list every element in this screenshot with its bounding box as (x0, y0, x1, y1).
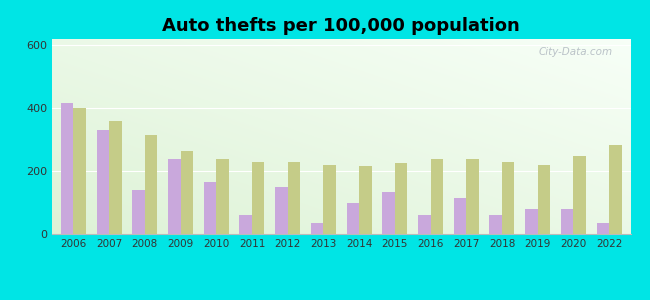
Bar (359, 167, 372, 234)
Bar (454, 198, 466, 234)
Bar (252, 162, 265, 234)
Bar (346, 202, 359, 234)
Bar (525, 209, 538, 234)
Bar (597, 223, 609, 234)
Title: Auto thefts per 100,000 population: Auto thefts per 100,000 population (162, 17, 520, 35)
Bar (489, 215, 502, 234)
Bar (288, 162, 300, 234)
Bar (97, 130, 109, 234)
Text: City-Data.com: City-Data.com (539, 47, 613, 57)
Bar (275, 187, 288, 234)
Bar (418, 215, 430, 234)
Bar (203, 182, 216, 234)
Bar (561, 209, 573, 234)
Bar (61, 103, 73, 234)
Bar (382, 191, 395, 234)
Bar (109, 121, 122, 234)
Bar (73, 108, 86, 234)
Bar (145, 135, 157, 234)
Bar (430, 158, 443, 234)
Bar (239, 215, 252, 234)
Bar (609, 145, 621, 234)
Bar (324, 165, 336, 234)
Bar (538, 165, 550, 234)
Bar (168, 158, 181, 234)
Bar (311, 223, 324, 234)
Bar (395, 163, 408, 234)
Bar (133, 190, 145, 234)
Bar (502, 162, 514, 234)
Bar (573, 156, 586, 234)
Bar (216, 158, 229, 234)
Bar (181, 151, 193, 234)
Bar (466, 159, 479, 234)
